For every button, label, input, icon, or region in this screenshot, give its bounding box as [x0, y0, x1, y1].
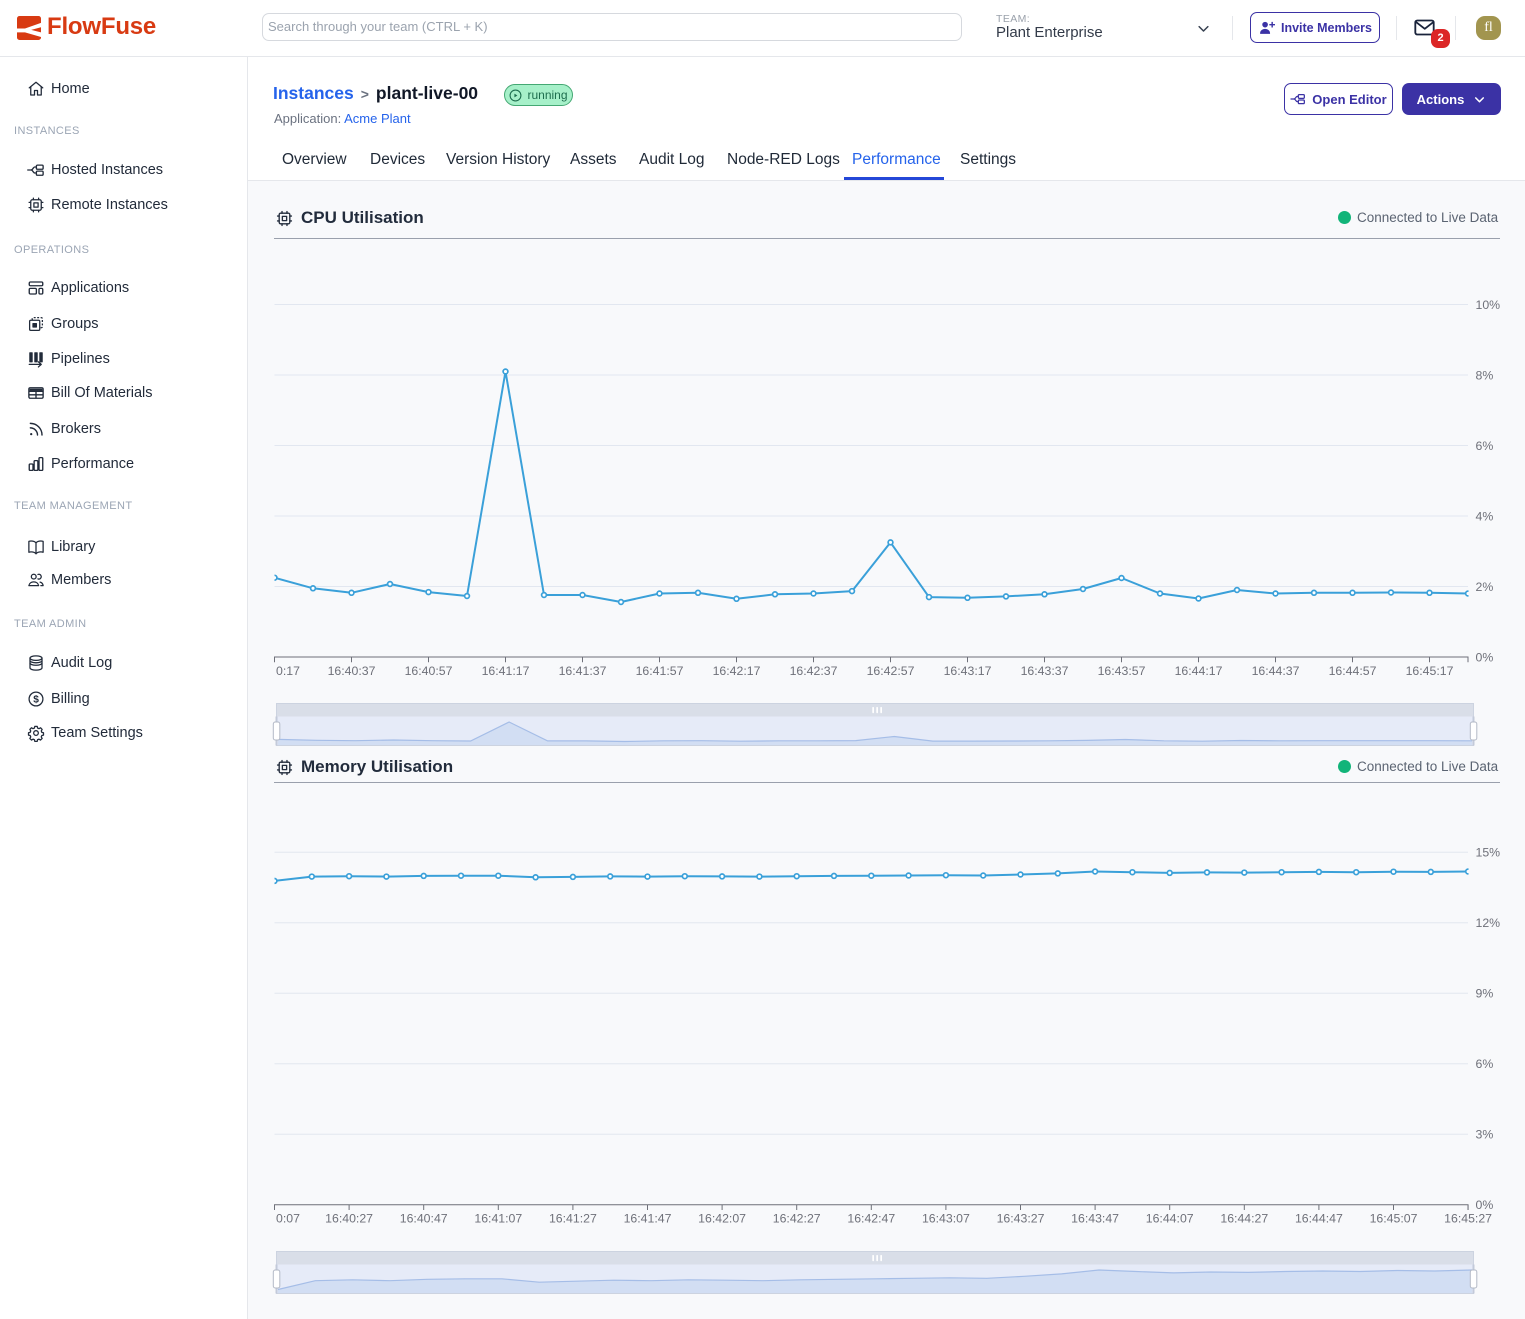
svg-text:16:41:27: 16:41:27	[549, 1211, 597, 1225]
svg-text:16:40:57: 16:40:57	[405, 664, 453, 678]
svg-text:16:42:17: 16:42:17	[713, 664, 761, 678]
svg-text:16:45:17: 16:45:17	[1406, 664, 1454, 678]
svg-text:16:40:37: 16:40:37	[328, 664, 376, 678]
svg-text:16:43:07: 16:43:07	[922, 1211, 970, 1225]
svg-text:16:43:47: 16:43:47	[1071, 1211, 1119, 1225]
svg-text:16:45:27: 16:45:27	[1444, 1211, 1492, 1225]
svg-text:16:44:37: 16:44:37	[1252, 664, 1300, 678]
svg-text:15%: 15%	[1476, 846, 1501, 860]
svg-text:16:44:57: 16:44:57	[1329, 664, 1377, 678]
svg-text:16:42:27: 16:42:27	[773, 1211, 821, 1225]
svg-text:16:43:57: 16:43:57	[1098, 664, 1146, 678]
svg-text:0:17: 0:17	[276, 664, 300, 678]
svg-text:16:44:27: 16:44:27	[1220, 1211, 1268, 1225]
svg-text:0:07: 0:07	[276, 1211, 300, 1225]
svg-text:0%: 0%	[1476, 1198, 1494, 1212]
svg-text:6%: 6%	[1476, 439, 1494, 453]
svg-text:16:40:47: 16:40:47	[400, 1211, 448, 1225]
svg-text:3%: 3%	[1476, 1128, 1494, 1142]
svg-text:16:43:37: 16:43:37	[1021, 664, 1069, 678]
svg-text:16:42:47: 16:42:47	[847, 1211, 895, 1225]
svg-text:0%: 0%	[1476, 650, 1494, 664]
svg-text:6%: 6%	[1476, 1057, 1494, 1071]
svg-text:8%: 8%	[1476, 368, 1494, 382]
svg-text:16:43:27: 16:43:27	[997, 1211, 1045, 1225]
svg-text:16:42:07: 16:42:07	[698, 1211, 746, 1225]
svg-text:$: $	[33, 694, 39, 705]
svg-text:4%: 4%	[1476, 509, 1494, 523]
svg-text:10%: 10%	[1476, 298, 1501, 312]
svg-text:16:41:17: 16:41:17	[482, 664, 530, 678]
svg-text:16:41:37: 16:41:37	[559, 664, 607, 678]
svg-text:16:44:17: 16:44:17	[1175, 664, 1223, 678]
svg-text:9%: 9%	[1476, 987, 1494, 1001]
svg-text:2%: 2%	[1476, 580, 1494, 594]
svg-text:16:45:07: 16:45:07	[1370, 1211, 1418, 1225]
svg-text:16:41:47: 16:41:47	[624, 1211, 672, 1225]
svg-text:16:42:37: 16:42:37	[790, 664, 838, 678]
svg-text:16:43:17: 16:43:17	[944, 664, 992, 678]
svg-text:16:41:07: 16:41:07	[474, 1211, 522, 1225]
svg-text:16:42:57: 16:42:57	[867, 664, 915, 678]
svg-text:12%: 12%	[1476, 916, 1501, 930]
svg-text:16:40:27: 16:40:27	[325, 1211, 373, 1225]
svg-text:16:44:47: 16:44:47	[1295, 1211, 1343, 1225]
svg-text:16:41:57: 16:41:57	[636, 664, 684, 678]
svg-text:16:44:07: 16:44:07	[1146, 1211, 1194, 1225]
